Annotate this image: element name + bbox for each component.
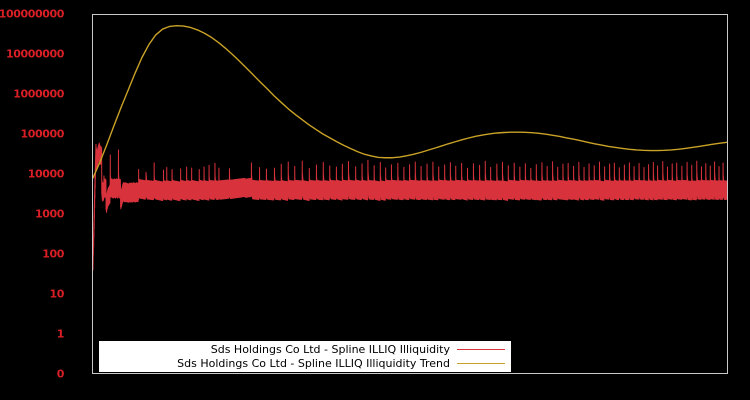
y-tick-label: 100000000 [0, 7, 64, 21]
y-tick-label: 0 [56, 367, 65, 381]
illiquidity-trend-line [93, 25, 727, 179]
y-tick-label: 10000 [27, 167, 65, 181]
illiquidity-series-line [93, 142, 727, 271]
legend-label-series: Sds Holdings Co Ltd - Spline ILLIQ Illiq… [210, 342, 450, 356]
y-tick-label: 1000000 [13, 87, 64, 101]
series-canvas [93, 25, 727, 271]
line-swatch-trend [457, 363, 505, 365]
line-swatch-series [457, 348, 505, 350]
y-tick-label: 10000000 [5, 47, 64, 61]
y-tick-label: 10 [49, 287, 64, 301]
plot-area [92, 14, 728, 374]
y-tick-label: 1000 [34, 207, 64, 221]
y-tick-label: 100 [42, 247, 64, 261]
y-tick-label: 1 [56, 327, 65, 341]
y-tick-label: 100000 [20, 127, 64, 141]
legend-label-trend: Sds Holdings Co Ltd - Spline ILLIQ Illiq… [177, 357, 450, 371]
legend-entry-trend[interactable]: Sds Holdings Co Ltd - Spline ILLIQ Illiq… [99, 357, 511, 372]
chart-legend[interactable]: Sds Holdings Co Ltd - Spline ILLIQ Illiq… [98, 340, 512, 373]
legend-entry-series[interactable]: Sds Holdings Co Ltd - Spline ILLIQ Illiq… [99, 342, 511, 357]
